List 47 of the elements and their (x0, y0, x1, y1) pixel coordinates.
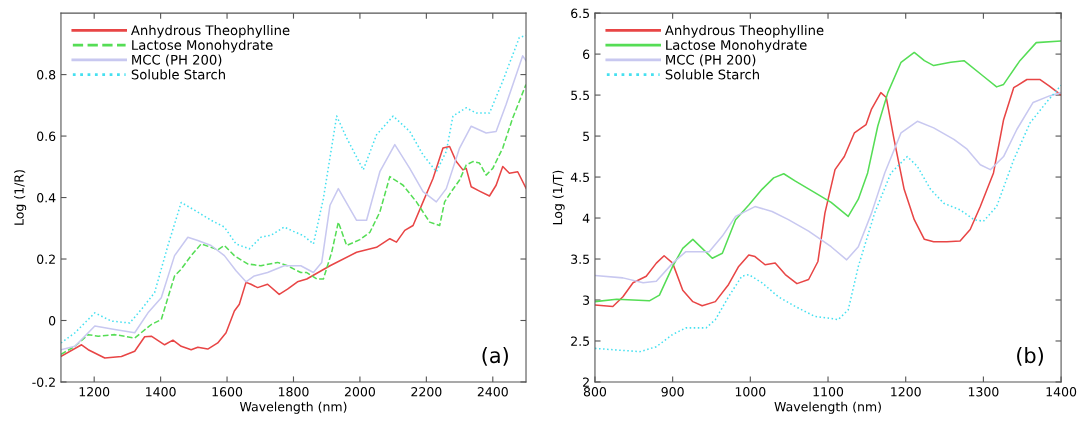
y-tick-label: 6.5 (571, 8, 590, 19)
y-tick-label: 5.5 (571, 90, 590, 101)
y-tick-label: 6 (583, 49, 590, 60)
y-tick-label: 4 (582, 213, 590, 223)
y-tick-label: 3.5 (571, 254, 590, 264)
y-tick-label: 3 (583, 295, 590, 305)
y-tick-label: 4.5 (570, 172, 590, 182)
x-tick-label: 1800 (278, 387, 309, 397)
x-tick-label: 1200 (891, 387, 921, 397)
y-axis-title: Log (1/R) (14, 170, 27, 225)
y-tick-label: -0.2 (32, 377, 55, 387)
y-axis-title: Log (1/T) (552, 170, 565, 225)
x-tick-label: 1300 (968, 387, 999, 397)
line-series (594, 78, 1062, 308)
x-tick-label: 2000 (344, 387, 375, 397)
x-tick-label: 1100 (813, 387, 844, 397)
legend-label: MCC (PH 200) (666, 54, 756, 67)
y-tick-label: 0 (48, 315, 56, 326)
legend-label: Lactose Monohydrate (666, 39, 807, 53)
legend-label: Soluble Starch (131, 69, 225, 80)
y-tick-label: 0.6 (37, 131, 56, 141)
x-tick-label: 1400 (1046, 387, 1077, 397)
y-tick-label: 0.8 (37, 70, 56, 80)
x-tick-label: 1400 (146, 387, 176, 397)
x-tick-label: 1600 (212, 387, 243, 397)
y-tick-label: 2.5 (571, 336, 590, 346)
annotation: (b) (1017, 347, 1043, 366)
legend-label: Lactose Monohydrate (132, 39, 273, 53)
legend-label: Soluble Starch (665, 69, 759, 80)
annotation: (a) (482, 347, 508, 366)
x-tick-label: 800 (583, 387, 607, 397)
y-tick-label: 2 (583, 377, 589, 387)
x-tick-label: 900 (661, 387, 684, 397)
line-series (594, 40, 1062, 303)
x-tick-label: 2400 (477, 387, 508, 397)
legend-label: Anhydrous Theophylline (131, 24, 290, 38)
x-axis-title: Wavelength (nm) (239, 401, 347, 414)
y-tick-label: 5 (583, 131, 590, 141)
x-tick-label: 1000 (735, 387, 766, 397)
legend-label: Anhydrous Theophylline (664, 24, 824, 38)
legend-label: MCC (PH 200) (132, 54, 222, 67)
y-tick-label: 0.4 (37, 193, 56, 203)
x-axis-title: Wavelength (nm) (774, 401, 881, 414)
y-tick-label: 0.2 (37, 254, 55, 264)
x-tick-label: 1200 (79, 387, 110, 397)
line-series (594, 91, 1062, 284)
x-tick-label: 2200 (411, 387, 442, 397)
